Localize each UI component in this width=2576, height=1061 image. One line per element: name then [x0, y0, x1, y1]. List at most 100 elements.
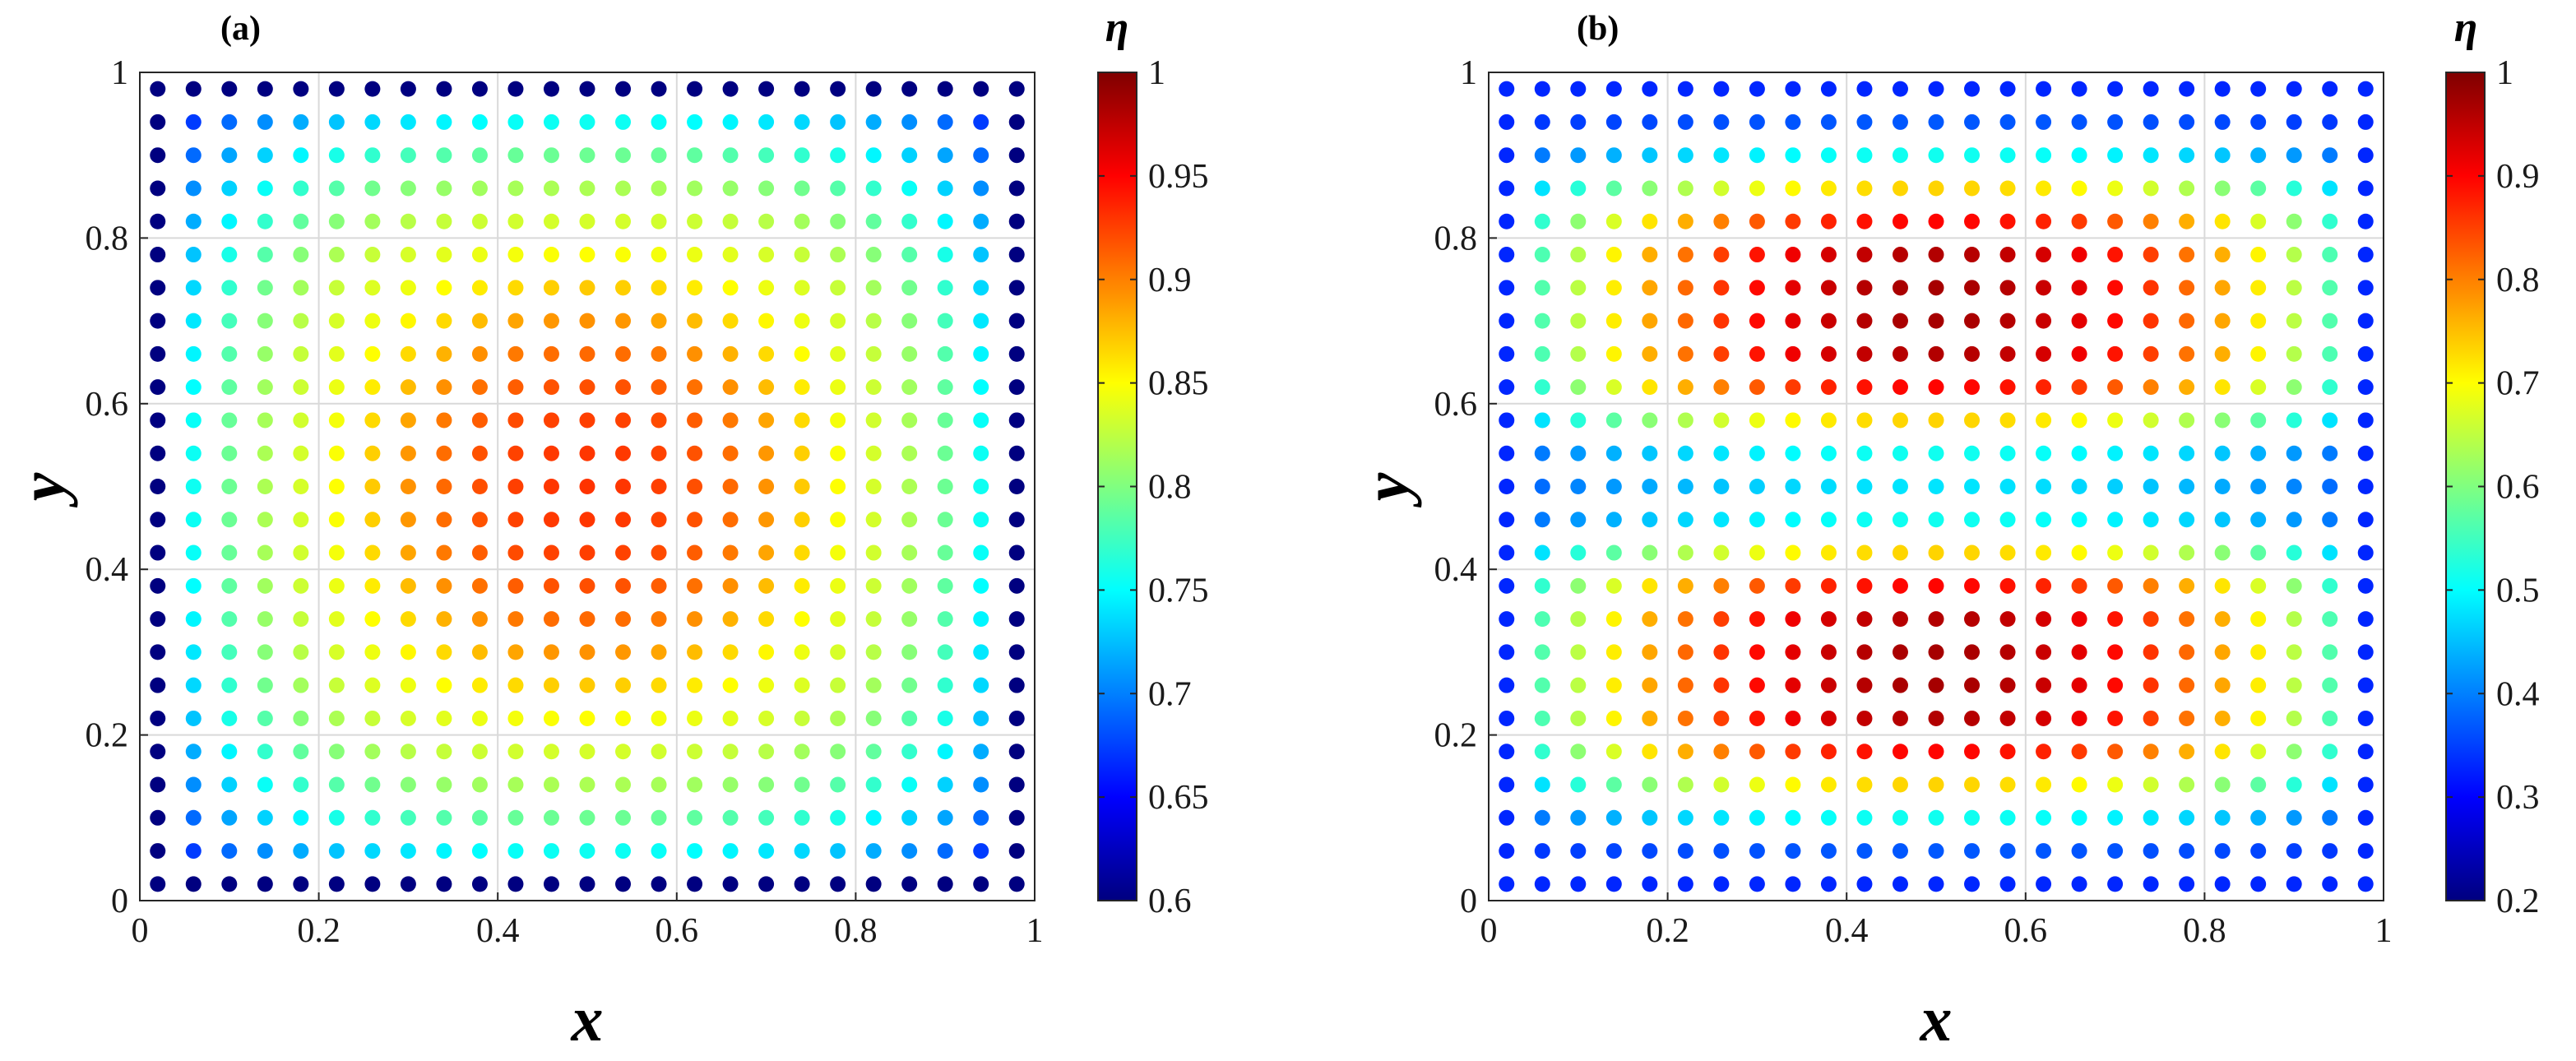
scatter-point: [1570, 809, 1587, 826]
scatter-point: [1008, 313, 1025, 329]
scatter-point: [2286, 744, 2302, 760]
scatter-point: [1928, 313, 1944, 329]
scatter-point: [436, 147, 452, 164]
scatter-point: [1605, 512, 1622, 528]
y-tick-label: 1: [111, 54, 128, 92]
scatter-point: [185, 876, 202, 892]
scatter-point: [221, 445, 238, 461]
scatter-point: [579, 147, 595, 164]
scatter-point: [651, 280, 667, 296]
scatter-point: [865, 412, 882, 429]
scatter-point: [2143, 379, 2159, 396]
scatter-point: [2250, 577, 2267, 594]
scatter-point: [1677, 744, 1693, 760]
scatter-point: [1713, 114, 1730, 130]
scatter-point: [1605, 611, 1622, 628]
scatter-point: [2179, 544, 2195, 561]
scatter-point: [1999, 81, 2016, 97]
scatter-point: [364, 512, 381, 528]
scatter-point: [150, 744, 166, 760]
scatter-point: [185, 611, 202, 628]
colorbar-tick-label: 0.2: [2496, 883, 2540, 920]
scatter-point: [1570, 280, 1587, 296]
scatter-point: [651, 180, 667, 197]
scatter-point: [1570, 445, 1587, 461]
scatter-point: [1677, 479, 1693, 494]
scatter-point: [1856, 843, 1873, 859]
scatter-point: [1713, 512, 1730, 528]
scatter-point: [901, 280, 918, 296]
scatter-point: [2286, 345, 2302, 362]
scatter-point: [1677, 644, 1693, 660]
scatter-point: [2286, 81, 2302, 97]
x-tick-label: 0: [132, 912, 149, 950]
scatter-point: [400, 313, 416, 329]
scatter-point: [1856, 180, 1873, 197]
scatter-point: [579, 577, 595, 594]
scatter-point: [1570, 644, 1587, 660]
scatter-point: [579, 611, 595, 628]
scatter-point: [1820, 147, 1837, 164]
scatter-point: [615, 213, 632, 229]
scatter-point: [185, 644, 202, 660]
scatter-point: [1499, 412, 1515, 429]
scatter-point: [722, 776, 739, 793]
scatter-point: [794, 776, 810, 793]
scatter-point: [1820, 81, 1837, 97]
scatter-point: [2143, 81, 2159, 97]
scatter-point: [1534, 644, 1550, 660]
scatter-point: [150, 247, 166, 263]
scatter-point: [1605, 479, 1622, 494]
scatter-point: [2250, 843, 2267, 859]
scatter-point: [1892, 809, 1908, 826]
scatter-point: [2179, 577, 2195, 594]
scatter-point: [2250, 180, 2267, 197]
scatter-point: [2250, 313, 2267, 329]
scatter-point: [1999, 876, 2016, 892]
scatter-point: [1892, 611, 1908, 628]
scatter-point: [2357, 114, 2374, 130]
scatter-point: [293, 644, 309, 660]
scatter-point: [1749, 114, 1765, 130]
scatter-point: [2071, 744, 2087, 760]
scatter-point: [150, 876, 166, 892]
scatter-point: [1928, 479, 1944, 494]
x-tick-label: 0: [1480, 912, 1498, 950]
scatter-point: [901, 379, 918, 396]
scatter-point: [1534, 744, 1550, 760]
scatter-point: [1534, 81, 1550, 97]
scatter-point: [2143, 744, 2159, 760]
scatter-point: [2179, 809, 2195, 826]
scatter-point: [1964, 412, 1981, 429]
scatter-point: [257, 876, 273, 892]
scatter-point: [364, 147, 381, 164]
scatter-point: [973, 677, 989, 693]
scatter-point: [2322, 213, 2338, 229]
scatter-point: [1499, 313, 1515, 329]
scatter-point: [1570, 479, 1587, 494]
scatter-point: [2143, 445, 2159, 461]
scatter-point: [2250, 412, 2267, 429]
scatter-point: [901, 710, 918, 726]
scatter-point: [471, 114, 488, 130]
scatter-point: [471, 876, 488, 892]
scatter-point: [2357, 876, 2374, 892]
scatter-point: [1499, 710, 1515, 726]
scatter-point: [1785, 611, 1801, 628]
scatter-point: [758, 611, 775, 628]
scatter-point: [1785, 147, 1801, 164]
scatter-point: [543, 677, 559, 693]
scatter-point: [507, 843, 524, 859]
scatter-point: [794, 876, 810, 892]
scatter-point: [364, 776, 381, 793]
scatter-point: [1892, 247, 1908, 263]
scatter-point: [651, 710, 667, 726]
scatter-point: [1713, 710, 1730, 726]
scatter-point: [2143, 644, 2159, 660]
scatter-point: [1499, 809, 1515, 826]
scatter-point: [1499, 843, 1515, 859]
scatter-point: [221, 114, 238, 130]
panel-b-colorbar: η 0.2 0.3 0.4 0.5 0.6 0.7 0.8 0.9 1: [2445, 4, 2540, 920]
scatter-point: [687, 677, 703, 693]
scatter-point: [400, 412, 416, 429]
